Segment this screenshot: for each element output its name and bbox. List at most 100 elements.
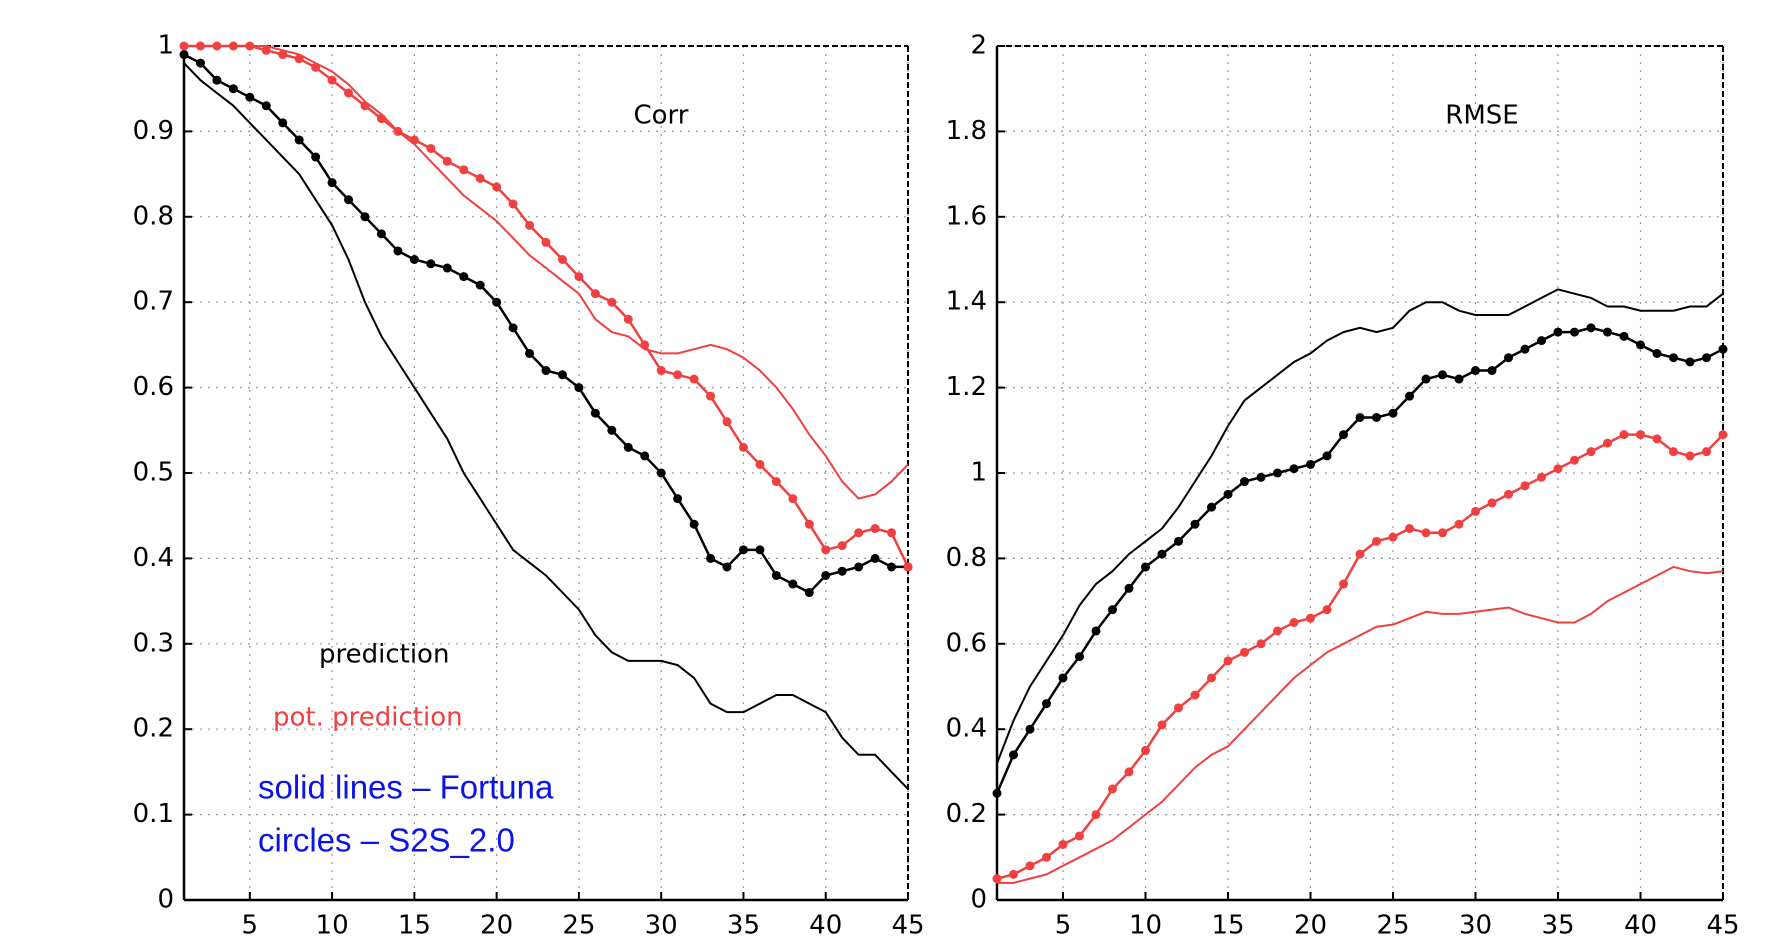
data-point [738, 442, 748, 452]
data-point [1207, 502, 1216, 512]
data-point [1075, 831, 1084, 841]
series-line [996, 288, 1724, 764]
data-point [1256, 472, 1266, 482]
data-point [1058, 839, 1068, 849]
data-point [1256, 639, 1266, 649]
data-point [311, 152, 321, 162]
data-point [1124, 767, 1134, 777]
data-point [821, 570, 831, 580]
data-point [1190, 519, 1200, 529]
data-point [557, 370, 567, 380]
data-point [245, 92, 255, 102]
y-tick-label: 0.2 [133, 714, 174, 744]
y-tick-label: 1.2 [946, 372, 987, 402]
data-point [1570, 455, 1579, 465]
series-line [183, 62, 909, 790]
data-point [360, 101, 370, 111]
data-point [1339, 430, 1348, 440]
series-line [184, 45, 909, 500]
data-point [1240, 647, 1249, 657]
data-point [1570, 327, 1579, 337]
y-tick-label: 0.3 [133, 628, 174, 658]
data-point [261, 101, 271, 111]
y-tick-label: 0 [157, 885, 174, 915]
data-point [1009, 750, 1018, 760]
data-point [640, 340, 650, 350]
series-line [997, 565, 1724, 884]
data-point [656, 468, 666, 478]
data-point [1603, 438, 1612, 448]
x-tick-label: 5 [1055, 911, 1072, 940]
data-point [837, 541, 847, 551]
data-point [442, 156, 452, 166]
data-point [1190, 690, 1200, 700]
data-point [1586, 323, 1596, 333]
x-tick-label: 40 [809, 911, 842, 940]
data-point [179, 50, 189, 60]
x-tick-label: 20 [480, 911, 513, 940]
data-point [228, 41, 238, 51]
data-point [771, 477, 781, 487]
data-point [1487, 498, 1497, 508]
data-point [1603, 327, 1612, 337]
y-tick-label: 1.6 [946, 201, 987, 231]
data-point [1223, 489, 1233, 499]
data-point [607, 425, 617, 435]
y-tick-label: 0.4 [133, 543, 174, 573]
data-point [1718, 344, 1728, 354]
data-point [278, 118, 288, 128]
data-point [1718, 430, 1728, 440]
series-line [996, 433, 1724, 880]
data-point [179, 41, 189, 51]
data-point [1454, 519, 1464, 529]
data-point [1438, 370, 1447, 380]
data-point [574, 383, 584, 393]
data-point [1058, 673, 1068, 683]
x-tick-label: 45 [891, 911, 924, 940]
data-point [706, 391, 716, 401]
data-point [459, 272, 469, 282]
data-point [212, 41, 222, 51]
data-point [607, 297, 617, 307]
x-tick-label: 15 [398, 911, 431, 940]
data-point [1388, 408, 1398, 418]
data-point [1504, 489, 1513, 499]
data-point [1141, 562, 1150, 572]
y-tick-label: 2 [970, 31, 987, 61]
data-point [854, 528, 864, 538]
data-point [278, 50, 288, 60]
data-point [590, 289, 600, 299]
x-tick-label: 45 [1706, 911, 1739, 940]
data-point [376, 114, 386, 124]
data-point [1520, 344, 1530, 354]
data-point [1487, 366, 1497, 376]
data-point [887, 562, 897, 572]
data-point [1091, 810, 1101, 820]
y-tick-label: 1.8 [946, 116, 987, 146]
x-tick-label: 5 [242, 911, 259, 940]
data-point [1207, 673, 1216, 683]
data-point [1289, 464, 1299, 474]
data-point [426, 143, 436, 153]
data-point [656, 366, 666, 376]
data-point [1042, 699, 1051, 709]
data-point [1669, 353, 1678, 363]
data-point [212, 75, 222, 85]
data-point [393, 126, 403, 136]
x-tick-label: 25 [562, 911, 595, 940]
data-point [1438, 528, 1447, 538]
data-point [837, 566, 847, 576]
data-point [804, 588, 814, 598]
data-point [1108, 784, 1117, 794]
data-point [1702, 447, 1711, 457]
y-tick-label: 0.8 [946, 543, 987, 573]
data-point [1355, 412, 1365, 422]
data-point [870, 524, 880, 534]
data-point [1025, 724, 1035, 734]
y-tick-label: 1.4 [946, 287, 987, 317]
x-tick-label: 25 [1376, 911, 1409, 940]
data-point [1586, 447, 1596, 457]
data-point [261, 45, 271, 55]
data-point [1421, 528, 1431, 538]
